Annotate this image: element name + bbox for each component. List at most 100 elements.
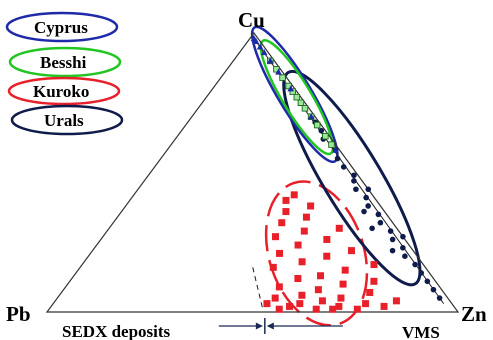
urals-point-7 [351,178,357,184]
kuroko-point-1 [282,196,290,204]
urals-point-13 [387,228,394,234]
kuroko-point-32 [263,300,271,308]
kuroko-point-24 [366,288,374,296]
ternary-frame [45,31,460,313]
cyprus-point-8 [332,146,339,153]
urals-point-19 [424,278,431,285]
boundary-arrowhead-left [255,322,263,330]
legend-label-besshi: Besshi [40,53,87,72]
kuroko-point-18 [317,272,325,280]
sedx-deposits-label: SEDX deposits [62,322,171,340]
kuroko-point-8 [272,233,280,241]
besshi-point-4 [289,88,296,95]
kuroko-point-21 [339,280,347,288]
legend-label-kuroko: Kuroko [33,82,89,101]
kuroko-point-20 [370,277,378,285]
cyprus-point-5 [275,68,282,75]
urals-point-26 [400,233,406,240]
besshi-point-2 [279,74,286,81]
legend: Cyprus Besshi Kuroko Urals [5,11,124,136]
urals-point-25 [365,186,372,193]
legend-label-cyprus: Cyprus [34,18,88,37]
urals-point-15 [400,245,406,251]
kuroko-point-11 [347,247,355,255]
vertex-label-zn: Zn [461,302,487,326]
kuroko-guide-line [252,267,264,310]
besshi-point-1 [273,66,280,73]
kuroko-point-34 [286,302,294,310]
kuroko-point-27 [271,294,279,302]
urals-point-22 [361,208,367,215]
urals-point-9 [363,194,369,201]
urals-point-20 [430,286,437,293]
vertex-label-cu: Cu [238,8,265,32]
vertex-label-pb: Pb [6,302,31,326]
legend-ellipse-kuroko [7,76,121,106]
kuroko-point-2 [307,202,315,210]
besshi-point-5 [293,93,301,101]
kuroko-point-12 [276,249,284,257]
kuroko-point-39 [329,305,337,313]
cyprus-point-2 [256,43,264,50]
kuroko-point-9 [323,235,331,243]
kuroko-point-10 [294,241,302,249]
triangle-outline [45,31,460,313]
kuroko-point-15 [370,261,378,269]
kuroko-point-14 [298,258,306,266]
kuroko-point-6 [335,224,343,232]
urals-point-18 [418,270,425,276]
kuroko-point-37 [353,305,361,313]
kuroko-point-5 [278,219,286,227]
cyprus-point-4 [266,57,274,64]
urals-point-14 [389,236,396,243]
urals-point-24 [389,247,396,254]
legend-ellipse-cyprus [5,11,119,43]
legend-ellipse-besshi [8,46,122,78]
urals-point-10 [365,203,371,209]
urals-point-1 [318,127,325,134]
legend-ellipse-urals [10,104,124,136]
urals-point-16 [402,253,408,259]
besshi-point-9 [313,121,321,129]
urals-point-23 [369,225,375,232]
field-ellipse-urals [282,69,422,287]
urals-point-5 [340,164,347,170]
urals-point-17 [412,261,418,268]
data-points [250,34,443,313]
cyprus-point-6 [287,85,294,92]
cyprus-point-3 [260,48,268,56]
kuroko-point-16 [269,263,277,271]
urals-point-6 [351,172,357,179]
urals-point-12 [377,219,384,226]
field-ellipse-cyprus [250,25,339,164]
kuroko-point-13 [323,252,331,260]
besshi-point-11 [328,141,335,148]
kuroko-point-17 [341,266,349,274]
kuroko-point-36 [312,305,320,313]
kuroko-point-30 [362,300,370,308]
urals-point-11 [375,211,382,218]
boundary-arrowhead-right [266,322,274,330]
kuroko-point-26 [337,294,345,302]
urals-point-4 [334,155,341,162]
besshi-point-3 [285,82,292,90]
kuroko-point-0 [290,191,298,199]
field-ellipse-besshi [259,39,335,156]
kuroko-point-19 [294,275,302,283]
legend-item-kuroko: Kuroko [7,76,121,106]
vms-label: VMS [402,323,440,340]
kuroko-point-29 [318,297,326,305]
legend-item-urals: Urals [10,104,124,136]
bottom-axis-annotation [218,318,343,334]
kuroko-point-23 [314,286,322,294]
kuroko-point-38 [275,305,283,313]
kuroko-point-25 [298,291,306,299]
cyprus-point-1 [252,37,260,44]
urals-point-21 [436,295,443,301]
kuroko-point-4 [302,213,310,221]
legend-item-cyprus: Cyprus [5,11,119,43]
kuroko-point-28 [392,297,400,305]
besshi-point-7 [301,105,309,112]
cyprus-point-7 [307,113,315,120]
field-ellipses [250,25,422,327]
